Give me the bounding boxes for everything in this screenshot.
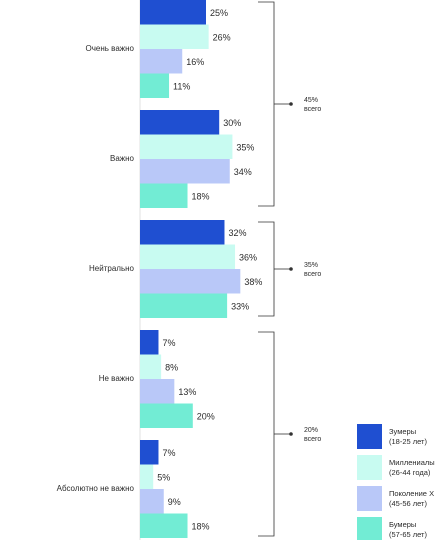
legend-label-поколение-x: Поколение X [389,489,434,498]
group-bracket-1 [258,221,275,317]
category-label-0: Очень важно [86,44,135,53]
category-label-1: Важно [110,154,135,163]
legend-label-бумеры: Бумеры [389,520,416,529]
value-label-бумеры-2: 33% [231,301,249,311]
bar-поколение-x-2 [140,269,241,294]
value-label-зумеры-3: 7% [162,338,175,348]
value-label-миллениалы-2: 36% [239,252,257,262]
value-label-миллениалы-0: 26% [213,32,231,42]
bar-бумеры-2 [140,293,228,318]
bar-зумеры-1 [140,110,220,135]
legend-sublabel-миллениалы: (26-44 года) [389,468,431,477]
group-total-caption-0: всего [304,106,321,113]
group-total-caption-2: всего [304,436,321,443]
bar-зумеры-3 [140,330,159,355]
value-label-зумеры-1: 30% [223,118,241,128]
group-total-0: 45% [304,97,318,104]
value-label-зумеры-0: 25% [210,8,228,18]
bar-бумеры-1 [140,183,188,208]
value-label-бумеры-0: 11% [173,81,190,91]
value-label-поколение-x-4: 9% [168,497,181,507]
group-bracket-dot-2 [289,432,293,436]
legend-swatch-поколение-x [357,486,382,511]
legend-sublabel-бумеры: (57-65 лет) [389,530,427,539]
value-label-поколение-x-0: 16% [186,57,204,67]
bar-поколение-x-1 [140,159,230,184]
bar-миллениалы-1 [140,134,233,159]
bar-зумеры-2 [140,220,225,245]
value-label-миллениалы-3: 8% [165,362,178,372]
category-label-3: Не важно [99,374,135,383]
legend-sublabel-зумеры: (18-25 лет) [389,437,427,446]
value-label-поколение-x-3: 13% [178,387,196,397]
value-label-бумеры-3: 20% [197,411,215,421]
legend-swatch-зумеры [357,424,382,449]
category-label-4: Абсолютно не важно [57,484,135,493]
group-bracket-0 [258,1,275,207]
value-label-зумеры-4: 7% [162,448,175,458]
bar-миллениалы-2 [140,244,236,269]
bar-поколение-x-0 [140,49,183,74]
bar-миллениалы-0 [140,24,209,49]
value-label-бумеры-4: 18% [192,521,210,531]
bar-миллениалы-4 [140,464,154,489]
bar-зумеры-4 [140,440,159,465]
value-label-миллениалы-4: 5% [157,472,170,482]
group-bracket-dot-0 [289,102,293,106]
bar-бумеры-0 [140,73,170,98]
value-label-зумеры-2: 32% [228,228,246,238]
group-total-caption-1: всего [304,271,321,278]
value-label-бумеры-1: 18% [192,191,210,201]
group-total-1: 35% [304,262,318,269]
group-bracket-2 [258,331,275,537]
value-label-поколение-x-1: 34% [234,167,252,177]
bar-зумеры-0 [140,0,206,25]
legend-sublabel-поколение-x: (45-56 лет) [389,499,427,508]
bar-миллениалы-3 [140,354,162,379]
value-label-миллениалы-1: 35% [236,142,254,152]
bar-поколение-x-3 [140,379,175,404]
legend-label-миллениалы: Миллениалы [389,458,435,467]
value-label-поколение-x-2: 38% [244,277,262,287]
group-total-2: 20% [304,427,318,434]
category-label-2: Нейтрально [89,264,135,273]
bar-бумеры-4 [140,513,188,538]
bar-бумеры-3 [140,403,193,428]
legend-label-зумеры: Зумеры [389,427,416,436]
bar-поколение-x-4 [140,489,164,514]
group-bracket-dot-1 [289,267,293,271]
legend-swatch-бумеры [357,517,382,540]
legend-swatch-миллениалы [357,455,382,480]
